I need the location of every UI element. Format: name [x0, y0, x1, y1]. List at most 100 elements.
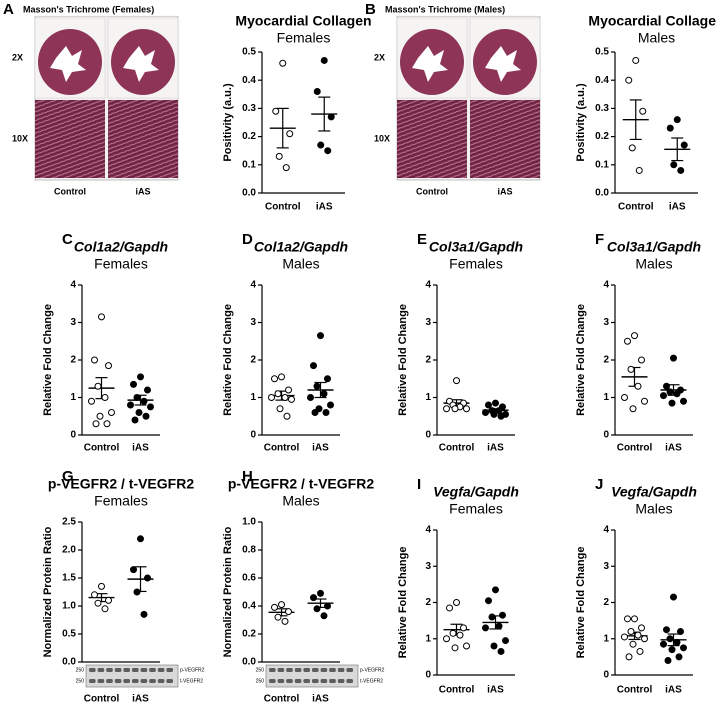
data-point	[628, 144, 636, 152]
data-point	[663, 626, 670, 634]
blot-band	[149, 679, 156, 683]
data-point	[144, 386, 151, 394]
data-point	[460, 624, 467, 632]
y-tick-label: 0.6	[242, 573, 256, 584]
data-point	[641, 397, 648, 405]
chart-subtitle: Males	[635, 501, 672, 517]
data-point	[641, 635, 648, 643]
micrograph-10x	[35, 100, 105, 178]
micrograph-title: Masson's Trichrome (Males)	[385, 4, 505, 14]
blot-band	[269, 668, 276, 672]
y-tick-label: 2	[603, 355, 609, 366]
band-label: t-VEGFR2	[360, 678, 383, 684]
y-axis-label: Positivity (a.u.)	[575, 83, 587, 162]
title-backdrop	[22, 4, 182, 16]
y-axis-label: Relative Fold Change	[397, 304, 409, 416]
blot-band	[114, 668, 122, 672]
data-point	[495, 622, 503, 630]
blot-band	[329, 668, 336, 672]
data-point	[660, 392, 667, 400]
size-marker: 250	[76, 667, 85, 673]
blot-band	[294, 668, 302, 672]
y-tick-label: 1	[603, 633, 609, 644]
data-point	[485, 597, 492, 605]
y-tick-label: 0.0	[242, 657, 256, 668]
data-point	[629, 405, 637, 413]
data-point	[276, 405, 284, 413]
chart-title: Vegfa/Gapdh	[433, 484, 519, 500]
y-tick-label: 1.5	[62, 573, 76, 584]
blot-band	[166, 668, 173, 672]
x-tick-label: Control	[617, 685, 653, 696]
y-tick-label: 0.4	[242, 75, 256, 86]
x-tick-label: iAS	[665, 443, 682, 454]
data-point	[490, 642, 498, 650]
blot-band	[132, 668, 139, 672]
data-point	[274, 390, 282, 398]
y-tick-label: 0	[70, 430, 76, 441]
data-point	[666, 124, 674, 132]
data-point	[463, 642, 470, 650]
y-tick-label: 4	[425, 280, 431, 291]
data-point	[101, 394, 109, 401]
y-tick-label: 0.4	[595, 75, 609, 86]
data-point	[313, 382, 321, 390]
data-point	[664, 657, 672, 664]
data-point	[137, 373, 144, 381]
data-point	[324, 602, 331, 610]
y-axis-label: Relative Fold Change	[222, 304, 234, 416]
y-axis-label: Normalized Protein Ratio	[222, 526, 234, 657]
data-point	[624, 615, 631, 623]
data-point	[147, 403, 154, 411]
blot-band	[97, 679, 105, 683]
y-tick-label: 2.0	[62, 545, 76, 556]
y-tick-label: 0.2	[242, 131, 256, 142]
y-tick-label: 1	[70, 392, 76, 403]
blot-band	[157, 679, 165, 683]
panel-letter: D	[242, 231, 253, 248]
data-point	[320, 390, 328, 398]
data-point	[311, 409, 319, 416]
y-tick-label: 2	[425, 355, 431, 366]
data-point	[625, 76, 633, 84]
data-point	[324, 375, 331, 383]
chart-subtitle: Females	[94, 256, 148, 272]
data-point	[482, 624, 489, 632]
x-tick-label: iAS	[487, 443, 504, 454]
y-tick-label: 1	[603, 392, 609, 403]
chart-subtitle: Females	[94, 493, 148, 509]
y-axis-label: Positivity (a.u.)	[222, 83, 234, 162]
row-label: 2X	[12, 52, 23, 62]
y-tick-label: 1.0	[62, 601, 76, 612]
data-point	[673, 116, 681, 124]
ventricle-lumen	[485, 46, 521, 82]
data-point	[317, 589, 324, 597]
data-point	[673, 638, 681, 646]
data-point	[274, 613, 282, 621]
data-point	[443, 405, 450, 413]
data-point	[307, 394, 314, 401]
chart-subtitle: Females	[277, 30, 331, 46]
data-point	[635, 166, 643, 174]
y-axis-label: Relative Fold Change	[575, 304, 587, 416]
data-point	[625, 653, 633, 661]
data-point	[278, 601, 285, 609]
y-tick-label: 2	[603, 597, 609, 608]
chart-subtitle: Males	[282, 493, 319, 509]
y-tick-label: 0.0	[62, 657, 76, 668]
blot-band	[132, 679, 139, 683]
blot-band	[166, 679, 173, 683]
blot-band	[106, 679, 113, 683]
chart-title: p-VEGFR2 / t-VEGFR2	[228, 476, 374, 492]
panel-letter: J	[595, 476, 603, 493]
y-tick-label: 0.3	[242, 103, 256, 114]
blot-band	[320, 668, 328, 672]
x-tick-label: Control	[264, 694, 300, 705]
data-point	[285, 386, 292, 394]
data-point	[485, 401, 492, 409]
y-tick-label: 0.0	[595, 188, 609, 199]
chart-title: p-VEGFR2 / t-VEGFR2	[48, 476, 194, 492]
data-point	[313, 605, 321, 613]
data-point	[634, 382, 642, 390]
data-point	[98, 313, 105, 321]
